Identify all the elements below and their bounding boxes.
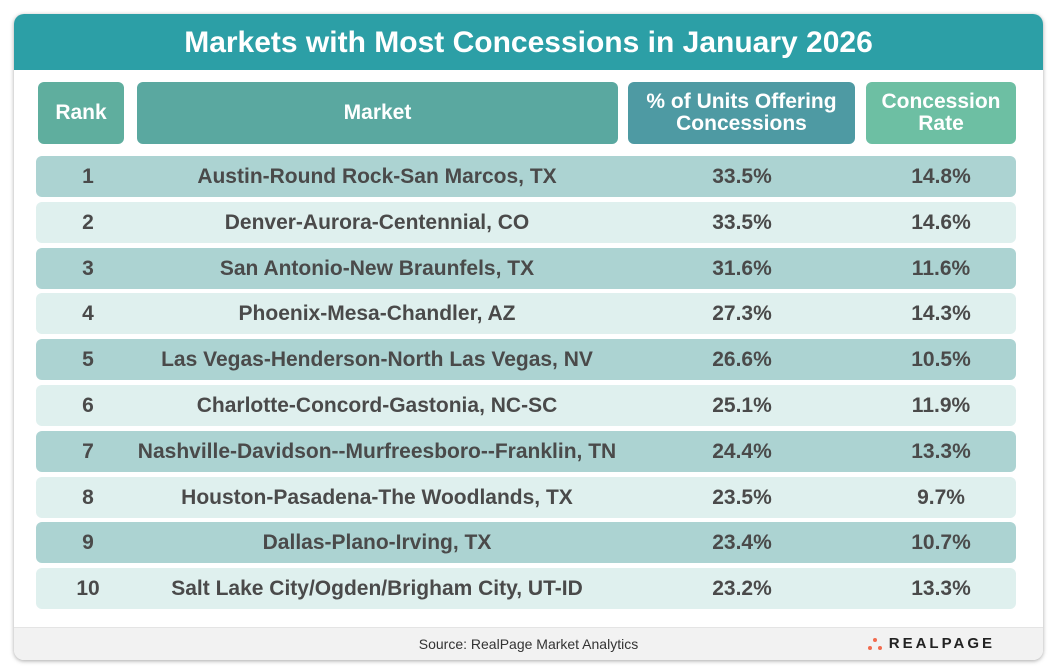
- rank-cell: 2: [82, 210, 94, 234]
- pct-cell: 24.4%: [712, 439, 772, 463]
- source-note: Source: RealPage Market Analytics: [418, 636, 639, 652]
- pct-cell: 31.6%: [712, 256, 772, 280]
- rank-cell: 8: [82, 485, 94, 509]
- rate-cell: 13.3%: [911, 439, 971, 463]
- chart-title: Markets with Most Concessions in January…: [14, 14, 1043, 70]
- rank-cell: 4: [82, 302, 94, 326]
- rate-cell: 13.3%: [911, 577, 971, 601]
- market-cell: Nashville-Davidson--Murfreesboro--Frankl…: [137, 439, 617, 463]
- rate-cell: 10.7%: [911, 531, 971, 555]
- pct-cell: 25.1%: [712, 394, 772, 417]
- table-row: 3 San Antonio-New Braunfels, TX 31.6% 11.6%: [36, 247, 1016, 289]
- rank-cell: 6: [82, 394, 94, 417]
- market-cell: Phoenix-Mesa-Chandler, AZ: [238, 302, 516, 326]
- pct-cell: 23.5%: [712, 485, 772, 509]
- table-row: 6 Charlotte-Concord-Gastonia, NC-SC 25.1% 1…: [36, 385, 1016, 426]
- header-rate: Concession Rate: [866, 82, 1016, 144]
- pct-cell: 23.2%: [712, 577, 772, 601]
- pct-cell: 23.4%: [712, 531, 772, 555]
- rate-cell: 11.9%: [911, 394, 971, 417]
- header-rank: Rank: [38, 82, 124, 144]
- rank-cell: 7: [82, 439, 94, 463]
- rank-cell: 5: [82, 348, 94, 372]
- header-market: Market: [137, 82, 618, 144]
- rank-cell: 3: [82, 256, 94, 280]
- rate-cell: 14.8%: [911, 165, 971, 188]
- pct-cell: 33.5%: [712, 165, 772, 188]
- rank-cell: 10: [76, 577, 100, 601]
- market-cell: Charlotte-Concord-Gastonia, NC-SC: [196, 394, 558, 417]
- table-row: 1 Austin-Round Rock-San Marcos, TX 33.5% 14…: [36, 156, 1016, 197]
- realpage-logo: REALPAGE: [867, 635, 995, 652]
- table-row: 7 Nashville-Davidson--Murfreesboro--Frank…: [36, 430, 1016, 472]
- rate-cell: 11.6%: [911, 256, 971, 280]
- market-cell: San Antonio-New Braunfels, TX: [219, 256, 535, 280]
- market-cell: Denver-Aurora-Centennial, CO: [224, 210, 530, 234]
- rate-cell: 14.3%: [911, 302, 971, 326]
- rate-cell: 10.5%: [911, 348, 971, 372]
- pct-cell: 26.6%: [712, 348, 772, 372]
- market-cell: Las Vegas-Henderson-North Las Vegas, NV: [161, 348, 593, 372]
- rate-cell: 9.7%: [917, 485, 965, 509]
- table-row: 4 Phoenix-Mesa-Chandler, AZ 27.3% 14.3%: [36, 293, 1016, 335]
- rate-cell: 14.6%: [911, 210, 971, 234]
- table-row: 2 Denver-Aurora-Centennial, CO 33.5% 14.6%: [36, 201, 1016, 243]
- rank-cell: 1: [82, 165, 94, 188]
- logo-dots-icon: [867, 637, 882, 650]
- table-row: 9 Dallas-Plano-Irving, TX 23.4% 10.7%: [36, 522, 1016, 564]
- table-row: 8 Houston-Pasadena-The Woodlands, TX 23.5%…: [36, 476, 1016, 518]
- pct-cell: 33.5%: [712, 210, 772, 234]
- table-row: 10 Salt Lake City/Ogden/Brigham City, UT-…: [36, 568, 1016, 610]
- market-cell: Austin-Round Rock-San Marcos, TX: [197, 165, 557, 188]
- table-row: 5 Las Vegas-Henderson-North Las Vegas, NV…: [36, 339, 1016, 381]
- infographic-card: Markets with Most Concessions in January…: [14, 14, 1043, 660]
- market-cell: Houston-Pasadena-The Woodlands, TX: [181, 485, 573, 509]
- logo-text: REALPAGE: [888, 635, 995, 652]
- header-pct: % of Units Offering Concessions: [628, 82, 855, 144]
- footer: Source: RealPage Market Analytics REALPA…: [14, 627, 1043, 660]
- market-cell: Salt Lake City/Ogden/Brigham City, UT-ID: [171, 577, 583, 601]
- pct-cell: 27.3%: [712, 302, 772, 326]
- market-cell: Dallas-Plano-Irving, TX: [262, 531, 492, 555]
- rank-cell: 9: [82, 531, 94, 555]
